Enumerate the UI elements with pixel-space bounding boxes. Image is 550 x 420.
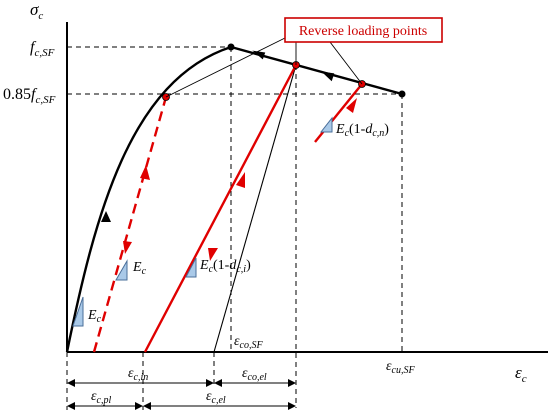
reloading-line-i <box>143 64 298 353</box>
reload-arrow-n-up <box>346 98 357 113</box>
unload-slope-triangle <box>115 259 128 281</box>
ultimate-point <box>398 90 406 98</box>
x-axis-label: εc <box>515 363 527 385</box>
unloading-dashed-line <box>92 96 168 353</box>
peak-stress-label: fc,SF <box>30 39 55 59</box>
residual-stress-label: 0.85fc,SF <box>3 86 56 106</box>
plastic-strain-label: εc,pl <box>91 389 111 406</box>
unload-slope-label: Ec <box>132 260 147 277</box>
envelope-curve <box>65 45 403 353</box>
peak-strain-label: εco,SF <box>234 334 263 351</box>
elastic-c-strain-label: εc,el <box>206 389 226 406</box>
degraded-slope-triangle-n <box>319 116 333 133</box>
envelope-arrow-ascending <box>101 211 111 222</box>
initial-slope-triangle <box>72 296 84 327</box>
ultimate-strain-label: εcu,SF <box>386 359 415 376</box>
inelastic-strain-label: εc,in <box>128 366 148 383</box>
secant-line <box>213 64 297 353</box>
y-axis-label: σc <box>30 0 43 22</box>
peak-point <box>227 43 235 51</box>
reload-arrow-i-up <box>236 172 245 188</box>
callout-box <box>284 17 443 43</box>
callout-leader-3 <box>329 41 363 85</box>
envelope-arrow-post-peak-1 <box>252 50 266 60</box>
degraded-slope-triangle-i <box>185 257 197 278</box>
degraded-slope-label-i: Ec(1-dc,i) <box>199 258 251 275</box>
unload-arrow-down <box>123 241 132 254</box>
reload-arrow-i-down <box>208 248 218 261</box>
callout-leader-1 <box>165 37 286 98</box>
unload-arrow-up <box>140 165 150 180</box>
initial-slope-label: Ec <box>87 308 102 325</box>
degraded-slope-label-n: Ec(1-dc,n) <box>335 122 389 139</box>
elastic-co-strain-label: εco,el <box>242 366 267 383</box>
callout-text: Reverse loading points <box>299 24 427 39</box>
envelope-arrow-post-peak-2 <box>321 71 335 82</box>
